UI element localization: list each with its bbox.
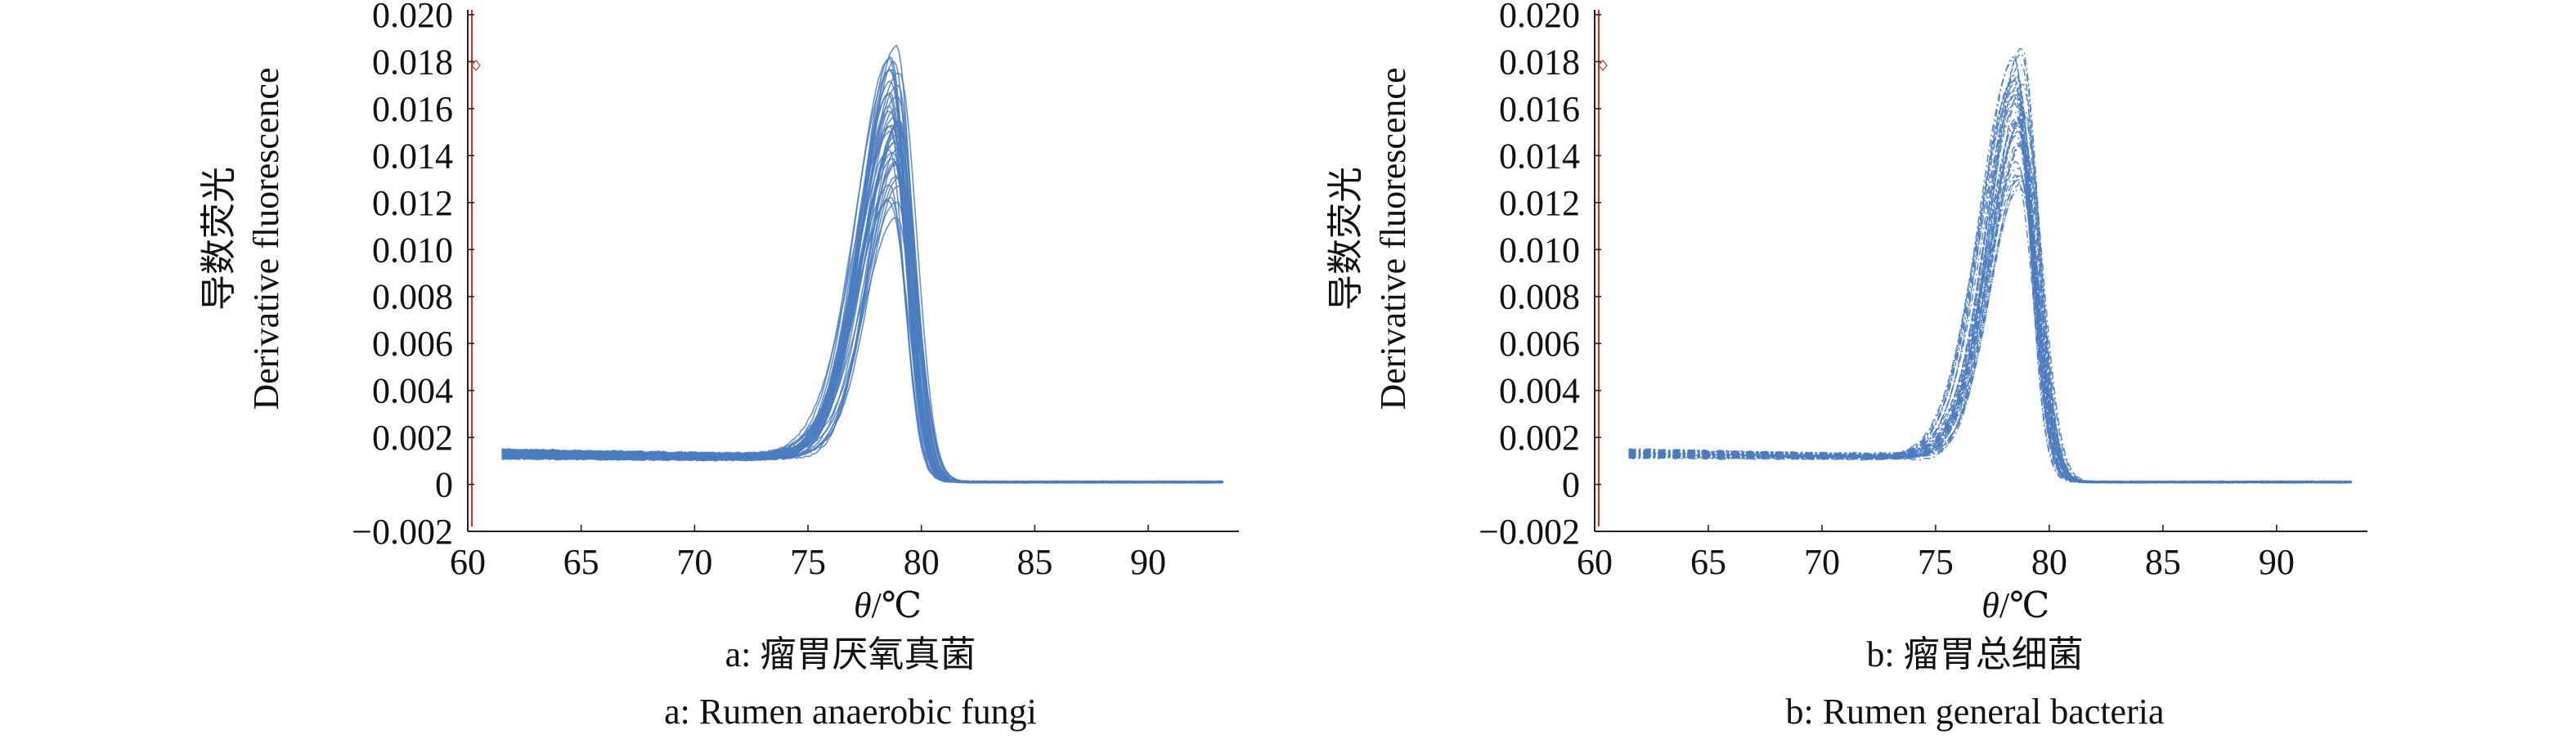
melt-curve <box>1628 86 2352 484</box>
melt-curve <box>501 108 1223 484</box>
melt-curve <box>501 80 1223 484</box>
melt-curve <box>1628 175 2352 484</box>
melt-curve <box>1628 110 2352 484</box>
x-tick-label: 85 <box>1016 542 1052 582</box>
y-tick-label: 0.006 <box>372 324 453 364</box>
red-marker-diamond <box>471 60 481 71</box>
melt-curve <box>1628 89 2352 484</box>
y-tick-label: 0.020 <box>1499 0 1580 35</box>
panel-a: −0.002 0 0.002 0.004 0.006 0.008 0.010 0.012 0.0… <box>199 0 1239 732</box>
y-tick-label: 0.008 <box>372 277 453 317</box>
y-tick-label: 0.012 <box>1499 183 1580 223</box>
y-tick-label: 0 <box>435 465 453 505</box>
melt-curve <box>501 105 1223 484</box>
y-tick-label: 0.010 <box>1499 230 1580 270</box>
melt-curve <box>1628 174 2352 484</box>
x-axis-title-unit: /℃ <box>1999 585 2049 625</box>
red-marker-diamond <box>1598 60 1608 71</box>
y-axis-title-cn: 导数荧光 <box>199 167 239 311</box>
x-tick-label: 70 <box>676 542 712 582</box>
y-tick-label: 0.006 <box>1499 324 1580 364</box>
melt-curve <box>1628 118 2352 484</box>
y-tick-label: 0.004 <box>1499 371 1580 411</box>
x-tick-label: 85 <box>2145 542 2181 582</box>
melt-curve <box>501 69 1224 484</box>
y-tick-label: 0.016 <box>1499 89 1580 129</box>
melt-curve <box>501 72 1223 484</box>
y-tick-label: 0.014 <box>1499 136 1580 176</box>
y-axis-title-cn: 导数荧光 <box>1326 167 1366 311</box>
x-tick-label: 80 <box>2031 542 2067 582</box>
x-tick-label: 60 <box>450 542 486 582</box>
y-tick-label: 0.012 <box>372 183 453 223</box>
x-tick-label: 90 <box>2259 542 2295 582</box>
melt-curve <box>1628 112 2352 484</box>
x-tick-label: 60 <box>1577 542 1613 582</box>
melt-curve <box>1628 74 2352 484</box>
y-axis-title: 导数荧光 Derivative fluorescence <box>199 68 286 410</box>
melt-curve <box>1628 125 2352 484</box>
y-tick-label: −0.002 <box>1479 512 1580 552</box>
y-tick-label: 0.014 <box>372 136 453 176</box>
x-axis-title-unit: /℃ <box>872 585 922 625</box>
caption-en: b: Rumen general bacteria <box>1785 692 2164 732</box>
x-tick-label: 75 <box>1918 542 1954 582</box>
y-tick-label: 0.018 <box>1499 42 1580 82</box>
x-tick-label: 80 <box>904 542 940 582</box>
x-axis-title: θ/℃ <box>1981 585 2049 625</box>
y-axis-title-en: Derivative fluorescence <box>246 68 286 410</box>
melt-curve <box>1628 130 2352 484</box>
y-tick-label: 0.002 <box>1499 418 1580 458</box>
x-axis-title-var: θ <box>854 585 872 625</box>
y-tick-label: 0.004 <box>372 371 453 411</box>
melt-curve <box>1628 176 2352 484</box>
melt-curve <box>501 84 1223 484</box>
y-tick-label: 0.016 <box>372 89 453 129</box>
melt-curve <box>501 196 1223 484</box>
y-axis-title-en: Derivative fluorescence <box>1373 68 1413 410</box>
caption-cn: a: 瘤胃厌氧真菌 <box>725 634 976 674</box>
melt-curves <box>1628 47 2352 484</box>
y-tick-label: 0.002 <box>372 418 453 458</box>
y-tick-label: 0.010 <box>372 230 453 270</box>
x-tick-label: 90 <box>1130 542 1166 582</box>
y-tick-label: −0.002 <box>352 512 453 552</box>
y-tick-label: 0 <box>1562 465 1580 505</box>
x-axis-title: θ/℃ <box>854 585 922 625</box>
panel-b: −0.002 0 0.002 0.004 0.006 0.008 0.010 0.012 0.0… <box>1326 0 2367 732</box>
x-tick-label: 70 <box>1804 542 1840 582</box>
caption-en: a: Rumen anaerobic fungi <box>664 692 1037 732</box>
melt-curve <box>1628 74 2352 484</box>
x-tick-label: 75 <box>790 542 826 582</box>
y-tick-label: 0.008 <box>1499 277 1580 317</box>
y-axis-title: 导数荧光 Derivative fluorescence <box>1326 68 1413 410</box>
x-tick-label: 65 <box>1690 542 1726 582</box>
x-axis-title-var: θ <box>1981 585 1999 625</box>
x-tick-label: 65 <box>563 542 599 582</box>
melt-curve <box>1628 111 2352 484</box>
y-tick-label: 0.020 <box>372 0 453 35</box>
caption-cn: b: 瘤胃总细菌 <box>1866 634 2083 674</box>
melt-curve <box>501 199 1223 484</box>
y-tick-label: 0.018 <box>372 42 453 82</box>
melt-curves <box>501 44 1224 484</box>
